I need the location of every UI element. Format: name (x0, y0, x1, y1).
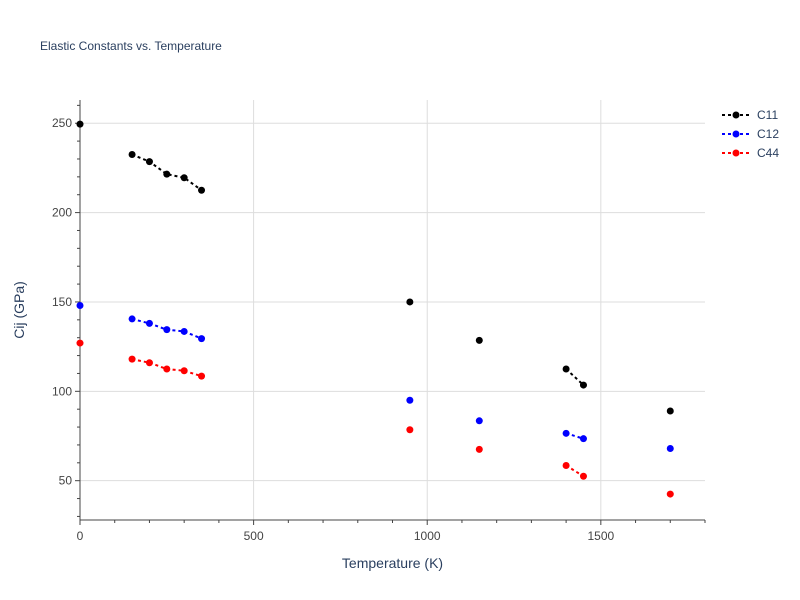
data-point-c44 (163, 365, 171, 373)
data-point-c12 (163, 326, 171, 334)
data-point-c44 (579, 472, 587, 480)
series-line-c11 (565, 368, 585, 386)
data-point-c11 (145, 158, 153, 166)
data-point-c12 (76, 302, 84, 310)
legend-marker (732, 111, 740, 119)
axes: 0 500 1000 1500 50 100 150 200 250 (52, 100, 706, 543)
data-point-c44 (562, 461, 570, 469)
data-point-c12 (180, 327, 188, 335)
x-tick-label: 1500 (587, 529, 614, 543)
x-tick-label: 0 (77, 529, 84, 543)
legend-label: C44 (757, 146, 779, 160)
chart-title: Elastic Constants vs. Temperature (40, 39, 222, 53)
x-axis-title: Temperature (K) (342, 555, 443, 571)
y-tick-label: 200 (52, 206, 72, 220)
series-line-c11 (131, 153, 203, 192)
y-tick-label: 250 (52, 116, 72, 130)
data-point-c44 (145, 359, 153, 367)
data-point-c11 (666, 407, 674, 415)
data-point-c12 (579, 435, 587, 443)
legend-item-c11[interactable]: C11 (722, 108, 778, 122)
y-axis-title: Cij (GPa) (11, 281, 27, 339)
data-point-c12 (666, 445, 674, 453)
data-point-c11 (198, 186, 206, 194)
legend-item-c44[interactable]: C44 (722, 146, 779, 160)
grid-lines (80, 100, 705, 520)
data-point-c11 (128, 151, 136, 159)
data-point-c12 (128, 315, 136, 323)
x-tick-label: 500 (244, 529, 264, 543)
legend-item-c12[interactable]: C12 (722, 127, 779, 141)
data-point-c11 (579, 381, 587, 389)
legend-label: C12 (757, 127, 779, 141)
data-point-c11 (76, 120, 84, 128)
data-point-c11 (475, 336, 483, 344)
y-tick-label: 150 (52, 295, 72, 309)
data-point-c12 (406, 396, 414, 404)
data-point-c44 (76, 339, 84, 347)
data-point-c12 (562, 429, 570, 437)
y-tick-label: 50 (59, 474, 73, 488)
legend: C11 C12 C44 (722, 108, 779, 160)
data-point-c44 (406, 426, 414, 434)
data-point-c11 (562, 365, 570, 373)
data-point-c11 (180, 174, 188, 182)
series-c11 (76, 120, 674, 415)
data-point-c44 (198, 372, 206, 380)
legend-marker (732, 130, 740, 138)
data-point-c44 (475, 445, 483, 453)
legend-marker (732, 149, 740, 157)
data-point-c44 (666, 490, 674, 498)
data-point-c12 (475, 417, 483, 425)
data-point-c12 (145, 319, 153, 327)
data-point-c12 (198, 335, 206, 343)
data-point-c44 (128, 355, 136, 363)
y-tick-label: 100 (52, 384, 72, 398)
data-point-c11 (163, 170, 171, 178)
series-layer (76, 120, 674, 498)
data-point-c44 (180, 367, 188, 375)
data-point-c11 (406, 298, 414, 306)
legend-label: C11 (757, 108, 778, 122)
x-tick-label: 1000 (414, 529, 441, 543)
series-c12 (76, 302, 674, 453)
series-c44 (76, 339, 674, 498)
